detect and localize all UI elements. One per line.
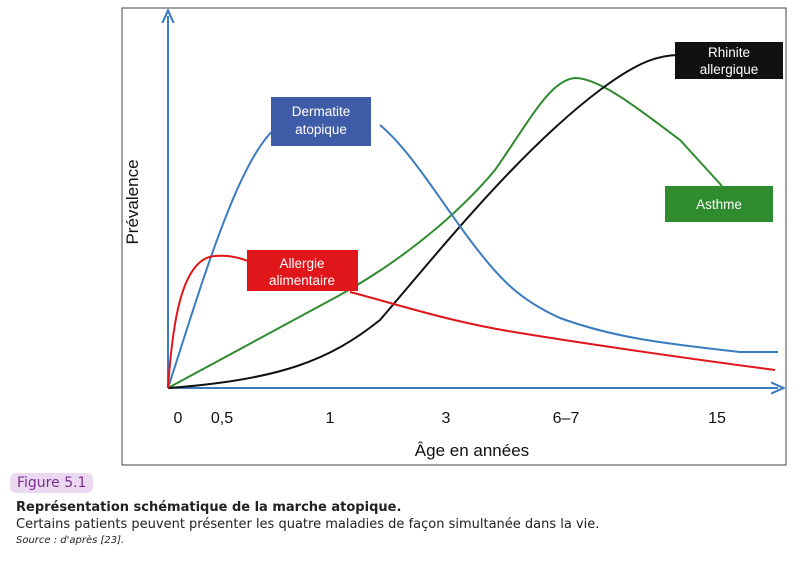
curve-label: Allergie	[279, 256, 324, 271]
asthma-curve	[167, 76, 723, 389]
dermatitis-curve	[167, 124, 778, 389]
x-tick-label: 1	[326, 410, 335, 427]
x-tick-label: 0,5	[211, 410, 233, 427]
caption-title: Représentation schématique de la marche …	[16, 500, 402, 515]
x-axis-label: Âge en années	[415, 441, 529, 460]
caption-source: Source : d'après [23].	[16, 535, 125, 546]
curve-label: Asthme	[696, 197, 742, 212]
food-allergy-curve	[167, 254, 776, 389]
dermatitis-label-box	[271, 97, 371, 146]
x-tick-label: 15	[708, 410, 726, 427]
figure-label: Figure 5.1	[10, 473, 94, 493]
x-tick-label: 0	[174, 410, 183, 427]
curve-label: atopique	[295, 122, 347, 137]
asthma-label-box	[665, 186, 773, 222]
rhinitis-label-box	[675, 42, 783, 79]
curve-label: Rhinite	[708, 45, 750, 60]
x-tick-label: 3	[442, 410, 451, 427]
curve-label: allergique	[700, 62, 759, 77]
curve-label: alimentaire	[269, 273, 335, 288]
x-tick-label: 6–7	[553, 410, 580, 427]
food-allergy-label-box	[247, 250, 358, 291]
curve-label: Dermatite	[292, 104, 351, 119]
frame	[121, 7, 787, 466]
y-axis-label: Prévalence	[123, 159, 142, 244]
caption-text: Certains patients peuvent présenter les …	[16, 517, 600, 532]
rhinitis-curve	[167, 54, 681, 389]
diagram: Prévalence Âge en années 0 0,5 1 3 6–7 1…	[121, 7, 787, 466]
